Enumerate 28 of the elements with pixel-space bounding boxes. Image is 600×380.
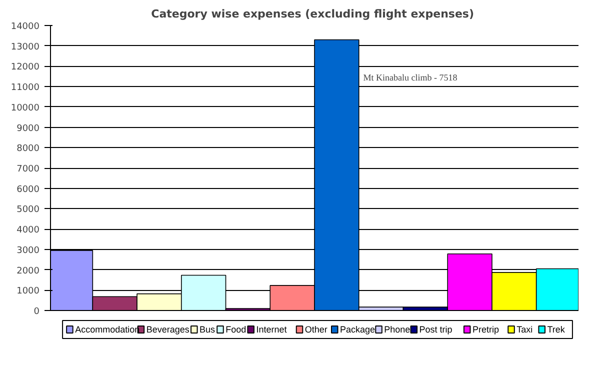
annotation: Mt Kinabalu climb - 7518 bbox=[363, 72, 458, 82]
legend-label: Food bbox=[226, 324, 246, 334]
y-tick-label: 4000 bbox=[16, 226, 40, 236]
legend-label: Other bbox=[304, 324, 328, 334]
y-tick-label: 3000 bbox=[16, 246, 40, 256]
legend-label: Bus bbox=[200, 324, 216, 334]
y-tick-label: 10000 bbox=[10, 103, 40, 114]
legend-label: Internet bbox=[256, 324, 288, 334]
legend-label: Trek bbox=[547, 324, 566, 334]
y-tick-label: 0 bbox=[34, 307, 40, 317]
y-tick-label: 5000 bbox=[16, 205, 40, 216]
y-tick-label: 11000 bbox=[10, 83, 40, 94]
y-tick-label: 14000 bbox=[10, 22, 40, 32]
y-tick-label: 2000 bbox=[16, 266, 40, 276]
legend-label: Taxi bbox=[516, 324, 533, 334]
y-tick-label: 7000 bbox=[16, 164, 40, 174]
y-tick-label: 1000 bbox=[16, 286, 40, 297]
legend-label: Package bbox=[340, 324, 376, 334]
legend-label: Phone bbox=[384, 324, 410, 334]
legend-label: Post trip bbox=[419, 324, 452, 334]
chart-title: Category wise expenses (excluding flight expenses) bbox=[151, 8, 474, 20]
y-tick-label: 9000 bbox=[16, 124, 40, 134]
y-tick-label: 13000 bbox=[10, 42, 40, 52]
y-tick-label: 8000 bbox=[16, 144, 40, 154]
legend-label: Beverages bbox=[146, 324, 190, 334]
y-tick-label: 6000 bbox=[16, 184, 40, 195]
legend-label: Pretrip bbox=[472, 324, 499, 334]
y-tick-label: 12000 bbox=[10, 62, 40, 73]
